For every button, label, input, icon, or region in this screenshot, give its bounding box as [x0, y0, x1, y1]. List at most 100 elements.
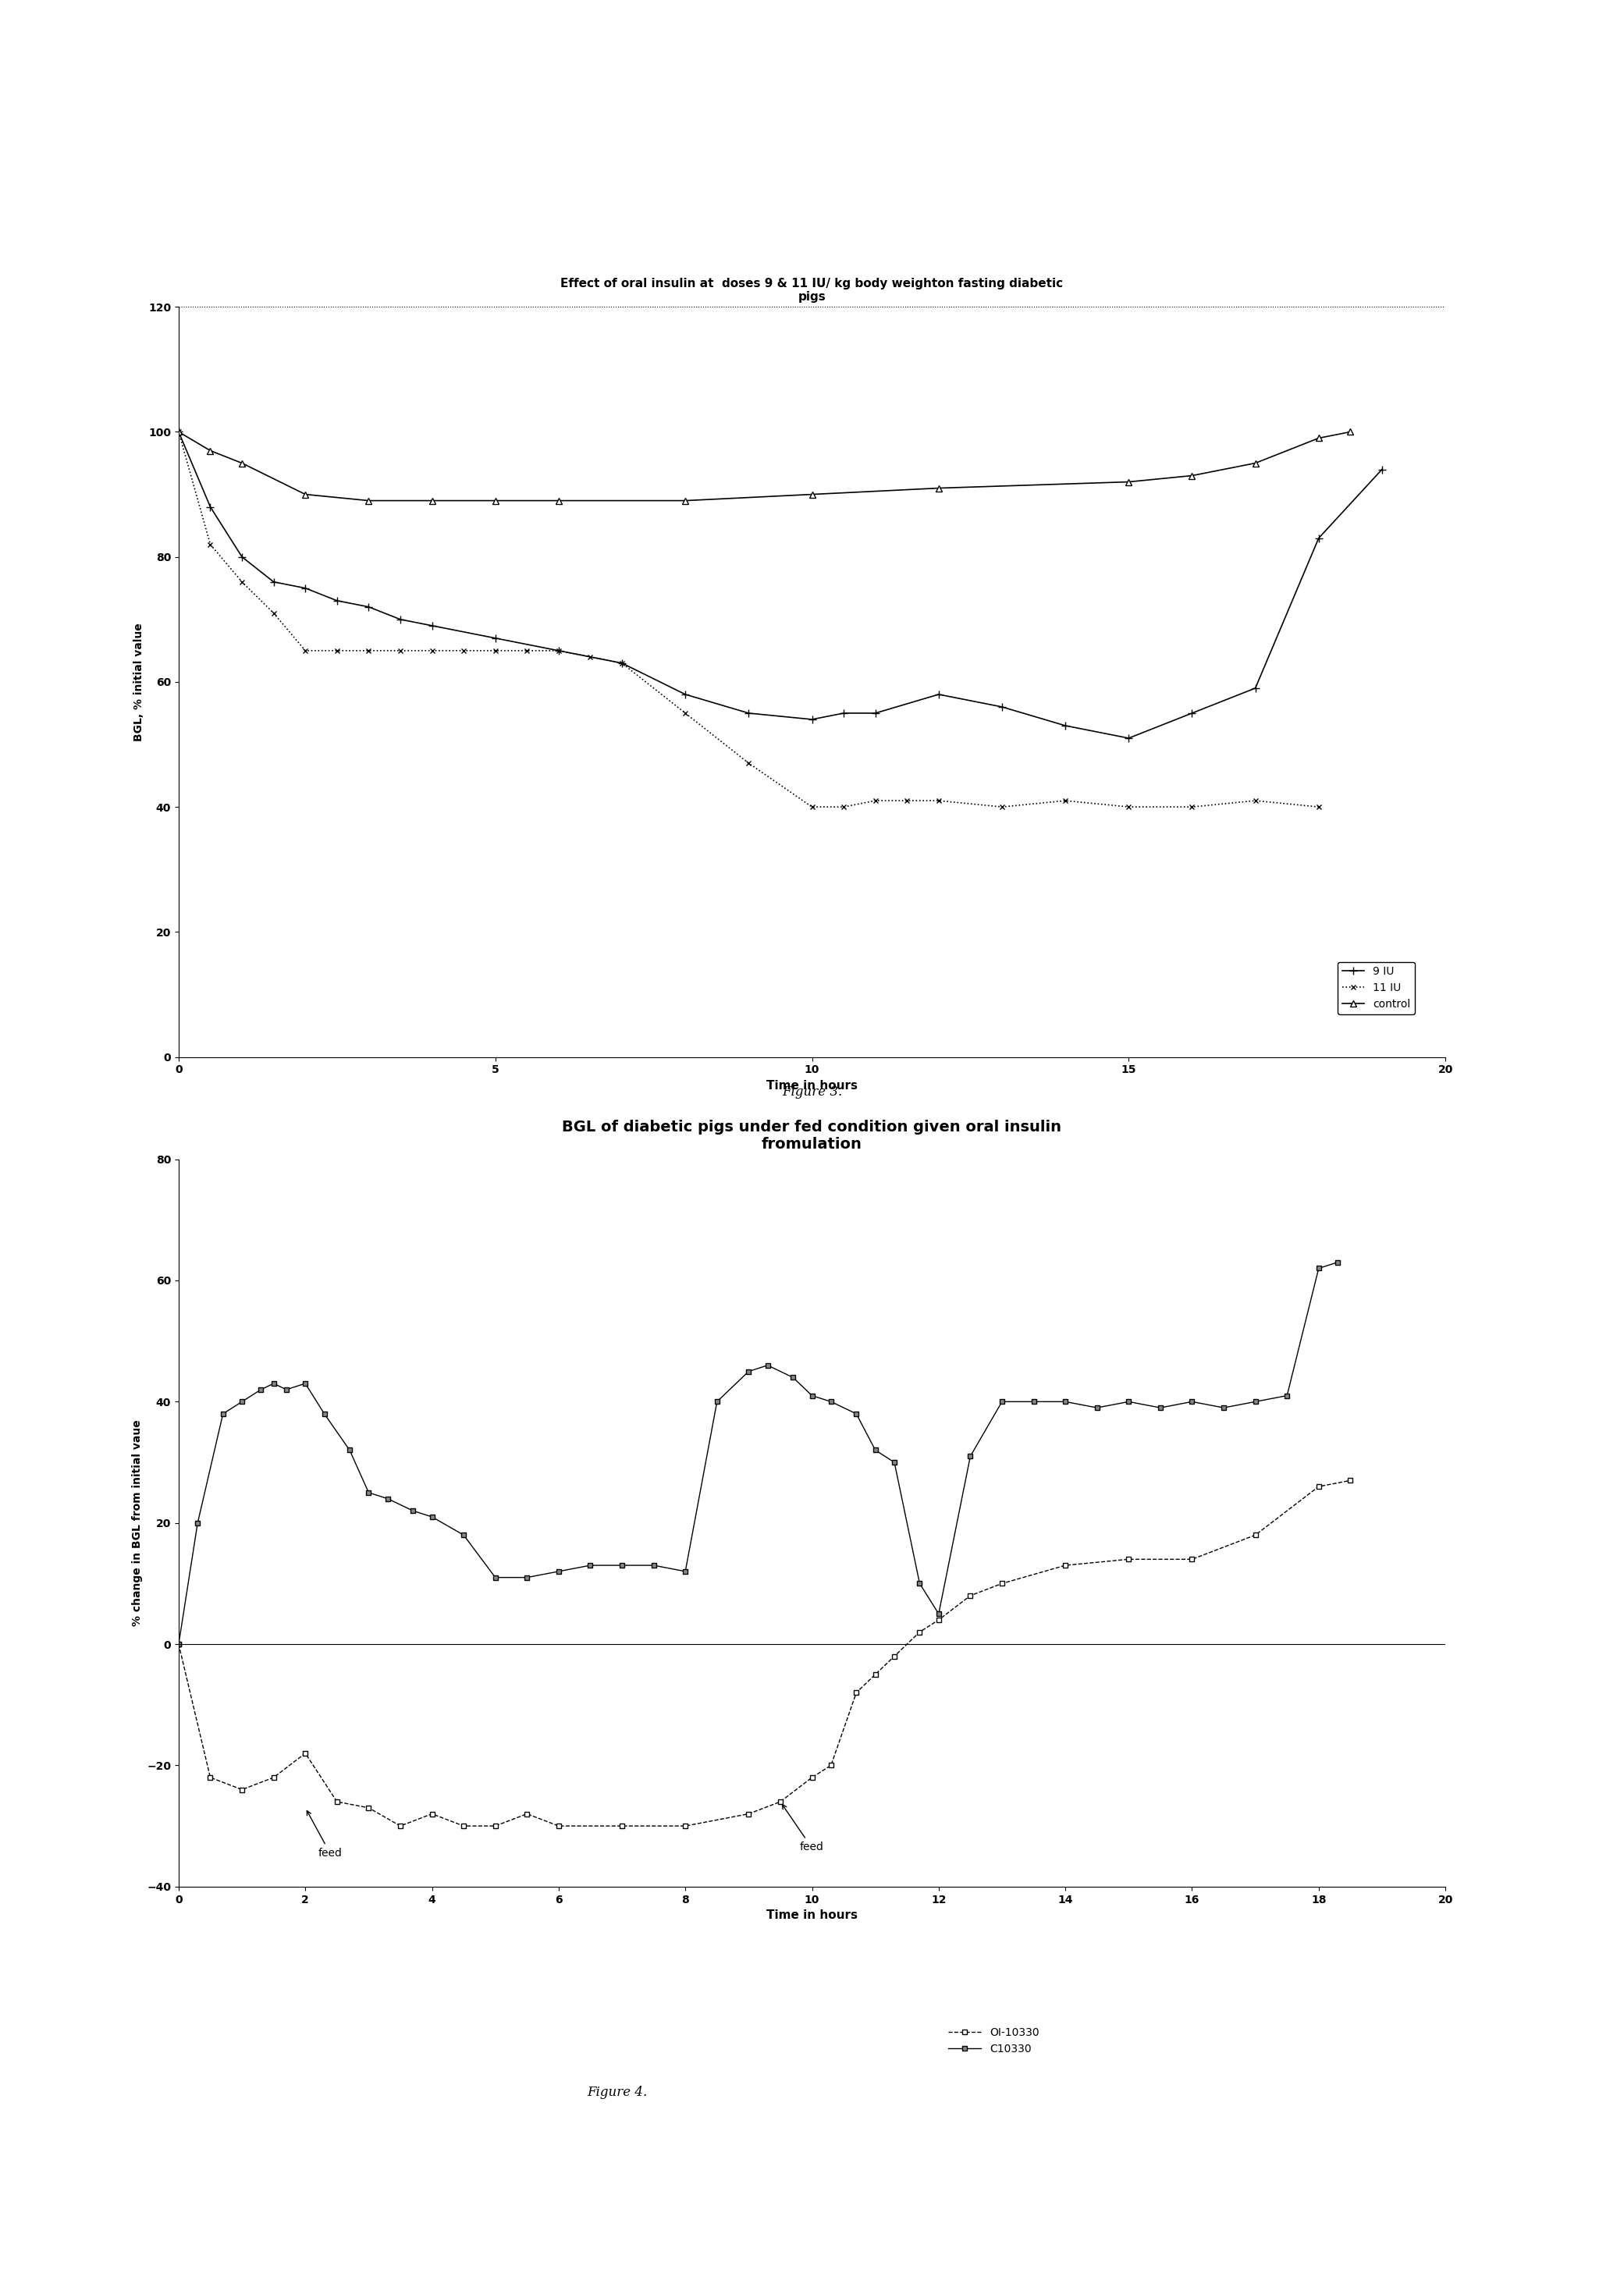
Line: control: control: [175, 430, 1354, 505]
C10330: [581, 1552, 601, 1580]
Text: Figure 4.: Figure 4.: [586, 2087, 648, 2098]
9 IU: [201, 493, 221, 521]
9 IU: [359, 593, 378, 621]
OI-10330: [992, 1571, 1012, 1598]
9 IU: [169, 418, 188, 446]
control: [549, 486, 568, 514]
9 IU: [929, 680, 948, 707]
Legend: 9 IU, 11 IU, control: 9 IU, 11 IU, control: [1338, 961, 1415, 1014]
Text: feed: feed: [307, 1812, 343, 1859]
11 IU: [1182, 793, 1202, 821]
C10330: [1182, 1389, 1202, 1416]
11 IU: [390, 636, 409, 664]
C10330: [455, 1521, 474, 1548]
Text: Figure 3.: Figure 3.: [781, 1086, 843, 1098]
OI-10330: [390, 1812, 409, 1839]
OI-10330: [486, 1812, 505, 1839]
11 IU: [1246, 786, 1265, 814]
11 IU: [739, 750, 758, 777]
OI-10330: [822, 1752, 841, 1780]
C10330: [929, 1600, 948, 1627]
OI-10330: [909, 1618, 929, 1646]
11 IU: [612, 650, 632, 677]
C10330: [516, 1564, 536, 1591]
11 IU: [422, 636, 442, 664]
control: [296, 480, 315, 507]
OI-10330: [263, 1764, 284, 1791]
9 IU: [866, 700, 885, 727]
C10330: [783, 1364, 802, 1391]
C10330: [188, 1509, 208, 1537]
9 IU: [1246, 675, 1265, 702]
OI-10330: [846, 1680, 866, 1707]
OI-10330: [201, 1764, 221, 1791]
control: [676, 486, 695, 514]
C10330: [676, 1557, 695, 1584]
C10330: [315, 1400, 335, 1427]
OI-10330: [1246, 1521, 1265, 1548]
11 IU: [1309, 793, 1328, 821]
OI-10330: [296, 1739, 315, 1766]
control: [232, 450, 252, 477]
9 IU: [549, 636, 568, 664]
OI-10330: [1182, 1546, 1202, 1573]
control: [1341, 418, 1361, 446]
Text: feed: feed: [783, 1805, 823, 1852]
C10330: [758, 1352, 778, 1380]
OI-10330: [232, 1775, 252, 1802]
OI-10330: [455, 1812, 474, 1839]
X-axis label: Time in hours: Time in hours: [767, 1080, 857, 1091]
control: [1119, 468, 1138, 496]
9 IU: [1119, 725, 1138, 752]
11 IU: [455, 636, 474, 664]
9 IU: [992, 693, 1012, 721]
OI-10330: [422, 1800, 442, 1827]
11 IU: [676, 700, 695, 727]
11 IU: [992, 793, 1012, 821]
control: [422, 486, 442, 514]
9 IU: [232, 543, 252, 571]
C10330: [486, 1564, 505, 1591]
C10330: [1056, 1389, 1075, 1416]
11 IU: [201, 530, 221, 557]
OI-10330: [1309, 1473, 1328, 1500]
control: [929, 475, 948, 502]
Line: 11 IU: 11 IU: [177, 430, 1320, 809]
Legend: OI-10330, C10330: OI-10330, C10330: [944, 2023, 1044, 2059]
9 IU: [612, 650, 632, 677]
control: [359, 486, 378, 514]
C10330: [866, 1437, 885, 1464]
OI-10330: [676, 1812, 695, 1839]
Y-axis label: BGL, % initial value: BGL, % initial value: [133, 623, 145, 741]
11 IU: [328, 636, 348, 664]
C10330: [213, 1400, 232, 1427]
9 IU: [1372, 455, 1392, 482]
C10330: [1088, 1393, 1108, 1421]
9 IU: [1182, 700, 1202, 727]
C10330: [992, 1389, 1012, 1416]
9 IU: [328, 586, 348, 614]
9 IU: [1309, 525, 1328, 552]
C10330: [822, 1389, 841, 1416]
11 IU: [232, 568, 252, 596]
X-axis label: Time in hours: Time in hours: [767, 1909, 857, 1921]
C10330: [1150, 1393, 1169, 1421]
control: [1182, 461, 1202, 489]
control: [486, 486, 505, 514]
9 IU: [486, 625, 505, 652]
C10330: [359, 1480, 378, 1507]
9 IU: [1056, 711, 1075, 739]
Title: BGL of diabetic pigs under fed condition given oral insulin
fromulation: BGL of diabetic pigs under fed condition…: [562, 1121, 1062, 1152]
OI-10330: [612, 1812, 632, 1839]
C10330: [643, 1552, 663, 1580]
C10330: [1309, 1255, 1328, 1282]
OI-10330: [770, 1789, 789, 1816]
C10330: [422, 1502, 442, 1530]
11 IU: [581, 643, 601, 671]
11 IU: [1056, 786, 1075, 814]
C10330: [263, 1371, 284, 1398]
OI-10330: [739, 1800, 758, 1827]
C10330: [339, 1437, 359, 1464]
C10330: [885, 1448, 905, 1475]
C10330: [846, 1400, 866, 1427]
